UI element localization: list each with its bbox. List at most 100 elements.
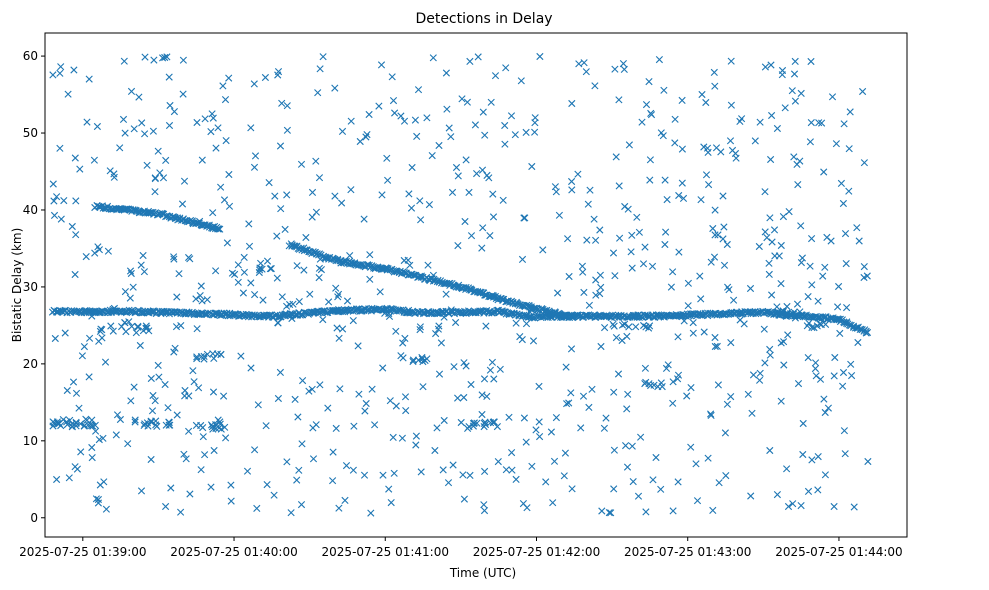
data-point-marker xyxy=(820,395,828,403)
data-point-marker xyxy=(462,362,470,370)
data-point-marker xyxy=(193,355,201,363)
data-point-marker xyxy=(412,432,420,440)
data-point-marker xyxy=(406,261,414,269)
data-point-marker xyxy=(104,247,112,255)
data-point-marker xyxy=(383,154,391,162)
data-point-marker xyxy=(124,440,132,448)
data-point-marker xyxy=(640,321,648,330)
data-point-marker xyxy=(276,368,284,376)
data-point-marker xyxy=(387,499,395,507)
data-point-marker xyxy=(719,235,727,243)
data-point-marker xyxy=(828,93,837,101)
data-point-marker xyxy=(217,183,225,191)
data-point-marker xyxy=(53,419,62,428)
data-point-marker xyxy=(400,269,408,277)
data-point-marker xyxy=(209,114,217,122)
data-point-marker xyxy=(494,458,502,466)
data-point-marker xyxy=(334,293,342,301)
data-point-marker xyxy=(316,65,324,73)
data-point-marker xyxy=(116,415,124,424)
data-point-marker xyxy=(339,325,347,333)
data-point-marker xyxy=(841,230,850,238)
data-point-marker xyxy=(707,258,715,266)
data-point-marker xyxy=(724,283,732,291)
data-point-marker xyxy=(283,126,291,134)
data-point-marker xyxy=(697,196,705,204)
data-point-marker xyxy=(386,397,394,405)
data-point-marker xyxy=(267,265,275,273)
data-point-marker xyxy=(555,211,563,219)
data-point-marker xyxy=(574,170,582,178)
data-point-marker xyxy=(751,137,759,145)
data-point-marker xyxy=(568,313,576,321)
data-point-marker xyxy=(804,354,812,362)
data-point-marker xyxy=(309,455,318,463)
data-point-marker xyxy=(790,153,798,161)
data-point-marker xyxy=(148,407,157,415)
data-point-marker xyxy=(126,267,135,275)
data-point-marker xyxy=(501,308,509,316)
data-point-marker xyxy=(414,86,423,94)
data-point-marker xyxy=(308,188,317,196)
data-point-marker xyxy=(432,330,440,338)
data-point-marker xyxy=(582,68,590,76)
data-point-marker xyxy=(711,333,719,342)
data-point-marker xyxy=(223,239,231,247)
data-point-marker xyxy=(70,66,78,74)
data-point-marker xyxy=(258,265,266,273)
data-point-marker xyxy=(577,424,585,432)
data-point-marker xyxy=(518,255,527,263)
data-point-marker xyxy=(839,199,847,208)
data-point-marker xyxy=(747,492,755,500)
data-point-marker xyxy=(819,272,827,280)
data-point-marker xyxy=(583,236,591,244)
data-point-marker xyxy=(134,322,142,330)
data-point-marker xyxy=(239,289,247,297)
data-point-marker xyxy=(841,450,849,458)
data-point-marker xyxy=(378,264,387,273)
data-point-marker xyxy=(203,296,211,304)
data-point-marker xyxy=(137,261,145,269)
data-point-marker xyxy=(107,322,115,330)
data-point-marker xyxy=(212,421,220,429)
data-point-marker xyxy=(416,326,424,334)
data-point-marker xyxy=(462,283,470,292)
data-point-marker xyxy=(180,450,188,458)
data-point-marker xyxy=(804,293,812,301)
data-point-marker xyxy=(315,274,323,282)
data-point-marker xyxy=(130,125,138,133)
data-point-marker xyxy=(723,400,731,408)
data-point-marker xyxy=(207,128,215,136)
data-point-marker xyxy=(349,466,357,474)
data-point-marker xyxy=(439,466,447,474)
data-point-marker xyxy=(655,56,663,64)
data-point-marker xyxy=(715,479,723,487)
data-point-marker xyxy=(675,191,683,200)
data-point-marker xyxy=(156,308,164,316)
data-point-marker xyxy=(779,213,787,221)
data-point-marker xyxy=(257,259,265,267)
data-point-marker xyxy=(118,323,126,331)
data-point-marker xyxy=(440,416,448,425)
data-point-marker xyxy=(127,397,135,405)
data-point-marker xyxy=(674,375,682,383)
data-point-marker xyxy=(343,297,352,305)
data-point-marker xyxy=(788,87,796,95)
data-point-marker xyxy=(719,192,727,200)
data-point-marker xyxy=(836,329,844,337)
data-point-marker xyxy=(278,99,286,107)
data-point-marker xyxy=(621,320,629,328)
data-point-marker xyxy=(338,199,346,207)
data-point-marker xyxy=(354,342,362,350)
data-point-marker xyxy=(778,66,787,75)
data-point-marker xyxy=(855,237,863,245)
y-tick-label: 0 xyxy=(30,511,38,525)
data-point-marker xyxy=(808,281,816,289)
data-point-marker xyxy=(173,411,181,419)
data-point-marker xyxy=(334,290,343,298)
data-point-marker xyxy=(547,428,555,436)
data-point-marker xyxy=(336,385,344,393)
data-point-marker xyxy=(807,119,815,127)
data-point-marker xyxy=(214,225,222,233)
data-point-marker xyxy=(404,309,412,317)
